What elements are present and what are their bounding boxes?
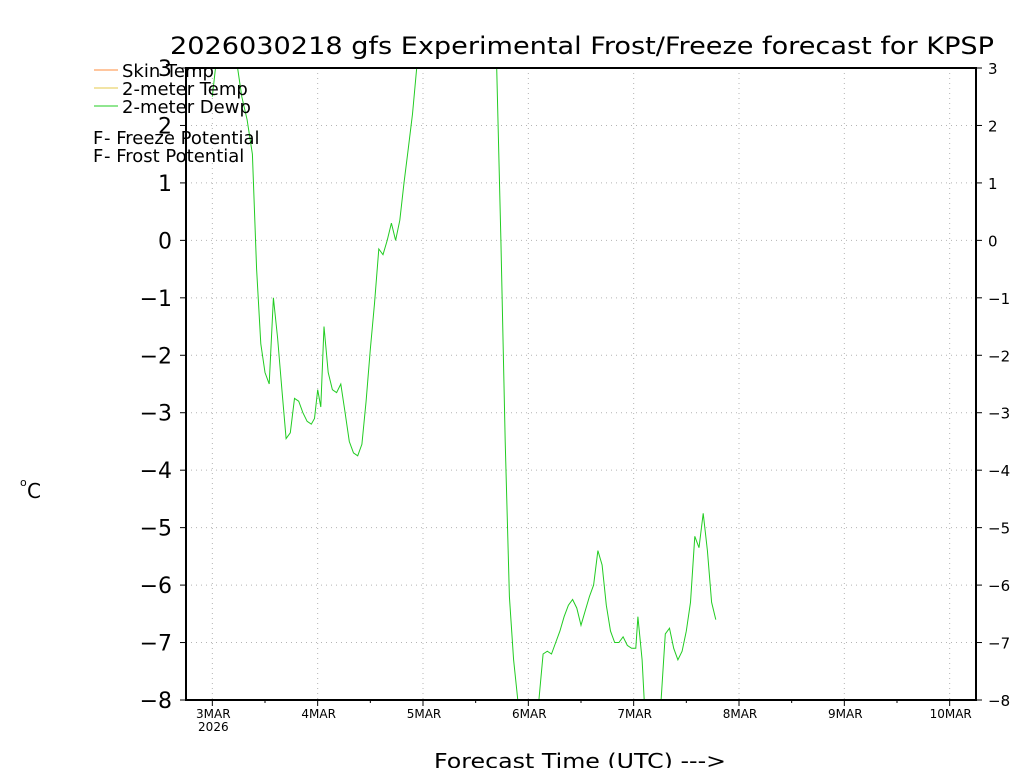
y-tick-label-left: −7 (140, 632, 172, 657)
y-tick-label-left: −5 (140, 517, 172, 542)
x-tick-label: 7MAR (617, 707, 652, 721)
x-tick-label: 3MAR (196, 707, 231, 721)
y-tick-label-right: −2 (988, 347, 1010, 365)
gridlines (186, 68, 976, 700)
y-tick-label-left: −3 (140, 402, 172, 427)
potential-label: - Frost Potential (104, 146, 244, 167)
y-tick-label-left: 3 (158, 57, 172, 82)
y-tick-label-left: 0 (158, 229, 172, 254)
y-tick-label-right: 1 (988, 175, 998, 193)
y-tick-label-right: −1 (988, 290, 1010, 308)
x-tick-sublabel: 2026 (198, 720, 229, 734)
y-tick-label-right: −5 (988, 520, 1010, 538)
y-tick-label-left: 2 (158, 114, 172, 139)
x-tick-label: 8MAR (723, 707, 758, 721)
x-tick-label: 5MAR (407, 707, 442, 721)
plot-frame (185, 67, 977, 701)
x-tick-label: 6MAR (512, 707, 547, 721)
y-tick-label-left: 1 (158, 172, 172, 197)
y-tick-label-right: 3 (988, 60, 998, 78)
x-tick-label: 10MAR (930, 707, 972, 721)
potential-letter: F (93, 128, 103, 149)
y-tick-label-left: −2 (140, 344, 172, 369)
y-axis-unit-letter: C (27, 479, 41, 503)
y-tick-label-left: −4 (140, 459, 172, 484)
y-tick-label-left: −1 (140, 287, 172, 312)
y-tick-label-right: −3 (988, 405, 1010, 423)
legend-label: 2-meter Dewp (122, 97, 251, 118)
dewpoint-series-line (211, 67, 717, 701)
y-tick-label-right: −8 (988, 692, 1010, 710)
y-tick-label-right: −7 (988, 635, 1010, 653)
legend-label: 2-meter Temp (122, 79, 248, 100)
chart-title: 2026030218 gfs Experimental Frost/Freeze… (170, 32, 994, 60)
x-tick-label: 4MAR (301, 707, 336, 721)
y-tick-label-right: −6 (988, 577, 1010, 595)
right-y-axis: 3 2 1 0 −1 −2 −3 −4 −5 −6 −7 −8 (976, 60, 1010, 710)
y-tick-label-right: 0 (988, 232, 998, 250)
y-tick-label-left: −6 (140, 574, 172, 599)
left-y-axis: 3 2 1 0 −1 −2 −3 −4 −5 −6 −7 −8 (140, 57, 186, 714)
x-axis-title: Forecast Time (UTC) ---> (434, 749, 726, 768)
y-axis-title: o C (20, 476, 41, 503)
y-tick-label-left: −8 (140, 689, 172, 714)
y-tick-label-right: −4 (988, 462, 1010, 480)
y-axis-unit-degree: o (20, 476, 27, 489)
y-tick-label-right: 2 (988, 117, 998, 135)
legend-label: Skin Temp (122, 61, 214, 82)
x-tick-label: 9MAR (828, 707, 863, 721)
potential-letter: F (93, 146, 103, 167)
potential-label: - Freeze Potential (104, 128, 260, 149)
